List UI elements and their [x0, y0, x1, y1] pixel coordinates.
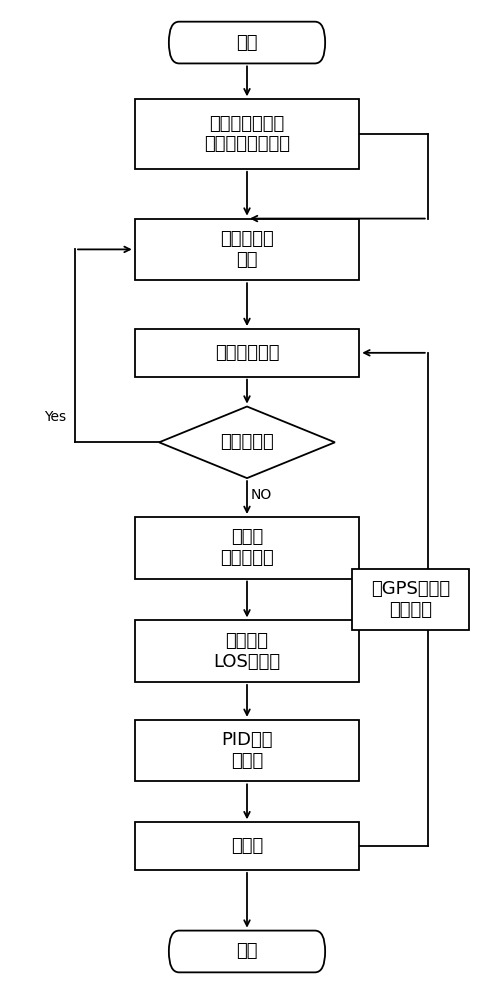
Text: 建立气垫船运动
三自由度数学模型: 建立气垫船运动 三自由度数学模型 — [204, 115, 290, 153]
Text: 实际位置误差: 实际位置误差 — [215, 344, 279, 362]
Text: 开始: 开始 — [236, 34, 258, 52]
Bar — [135, 219, 359, 280]
Text: Yes: Yes — [44, 410, 67, 424]
Text: NO: NO — [251, 488, 272, 502]
Text: 路径参考点
更新: 路径参考点 更新 — [220, 230, 274, 269]
Text: 由GPS获取的
实际位置: 由GPS获取的 实际位置 — [371, 580, 450, 619]
Bar — [135, 517, 359, 579]
FancyBboxPatch shape — [169, 22, 325, 63]
Bar — [352, 569, 469, 630]
Text: 气垫船: 气垫船 — [231, 837, 263, 855]
Text: 结束: 结束 — [236, 942, 258, 960]
Bar — [135, 99, 359, 169]
Text: 误差为零？: 误差为零？ — [220, 433, 274, 451]
Bar — [135, 822, 359, 870]
Bar — [135, 329, 359, 377]
Text: 自适应
侧滑角识别: 自适应 侧滑角识别 — [220, 528, 274, 567]
FancyBboxPatch shape — [169, 931, 325, 972]
Bar — [135, 720, 359, 781]
Text: 侧滑补偿
LOS导引律: 侧滑补偿 LOS导引律 — [213, 632, 281, 671]
Polygon shape — [159, 407, 335, 478]
Text: PID艏向
控制器: PID艏向 控制器 — [221, 731, 273, 770]
Bar — [135, 620, 359, 682]
